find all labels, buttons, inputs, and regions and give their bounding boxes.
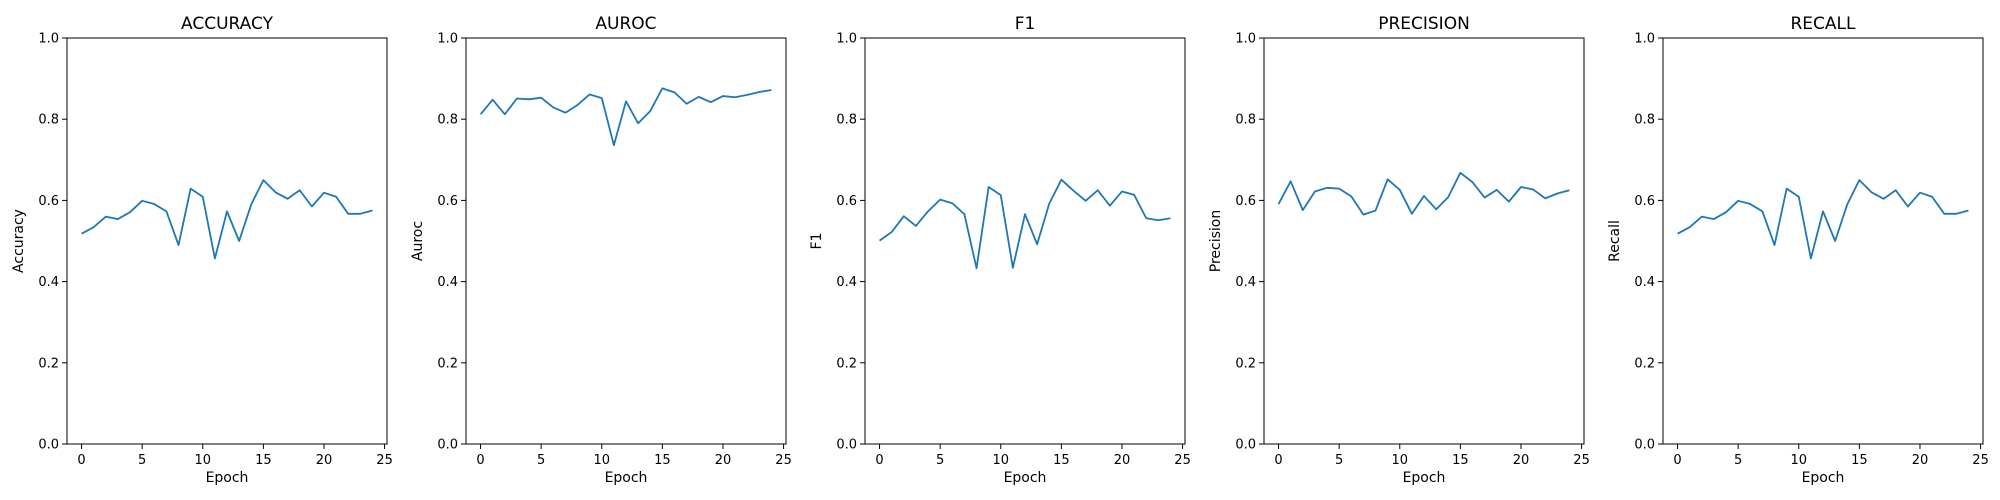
y-tick-label: 0.6 — [38, 194, 59, 209]
series-line — [1277, 171, 1570, 216]
y-tick-label: 0.0 — [38, 438, 59, 453]
series-line — [479, 87, 772, 147]
x-axis-label: Epoch — [1802, 470, 1845, 486]
x-tick-label: 25 — [775, 453, 792, 468]
chart-title: PRECISION — [1378, 14, 1470, 34]
x-axis-label: Epoch — [605, 470, 648, 486]
y-tick-label: 0.8 — [38, 113, 59, 128]
y-tick-label: 0.4 — [836, 275, 857, 290]
y-tick-label: 0.2 — [437, 356, 458, 371]
x-axis-label: Epoch — [206, 470, 249, 486]
x-tick-label: 15 — [1053, 453, 1070, 468]
x-tick-label: 10 — [593, 453, 610, 468]
x-axis-label: Epoch — [1004, 470, 1047, 486]
x-tick-label: 25 — [1174, 453, 1191, 468]
y-tick-label: 1.0 — [1235, 32, 1256, 47]
chart-panel-auroc: AUROC 0.0 0.2 0.4 0.6 0.8 1.0 0 5 10 15 20 25 Epoch Au… — [410, 14, 792, 486]
plot-area-frame — [1263, 37, 1585, 445]
x-tick-label: 25 — [1972, 453, 1989, 468]
chart-panel-precision: PRECISION 0.0 0.2 0.4 0.6 0.8 1.0 0 5 10 15 20 25 Epo… — [1208, 14, 1590, 486]
plot-area-frame — [864, 37, 1186, 445]
x-tick-label: 15 — [1851, 453, 1868, 468]
x-tick-label: 15 — [1452, 453, 1469, 468]
chart-title: AUROC — [595, 14, 656, 34]
y-tick-label: 0.0 — [1235, 438, 1256, 453]
x-tick-label: 10 — [992, 453, 1009, 468]
x-tick-label: 0 — [77, 453, 85, 468]
y-tick-label: 1.0 — [1634, 32, 1655, 47]
y-tick-label: 0.4 — [1235, 275, 1256, 290]
chart-panel-accuracy: ACCURACY 0.0 0.2 0.4 0.6 0.8 1.0 0 5 10 15 20 25 Epoc… — [11, 14, 393, 486]
plot-area-frame — [465, 37, 787, 445]
chart-panel-recall: RECALL 0.0 0.2 0.4 0.6 0.8 1.0 0 5 10 15 20 25 Epoch R… — [1607, 14, 1989, 486]
y-tick-label: 1.0 — [836, 32, 857, 47]
x-tick-label: 10 — [1790, 453, 1807, 468]
y-tick-label: 0.6 — [1634, 194, 1655, 209]
x-tick-label: 5 — [1734, 453, 1742, 468]
y-axis-label: F1 — [809, 233, 825, 250]
x-tick-label: 10 — [1391, 453, 1408, 468]
x-tick-label: 20 — [316, 453, 333, 468]
x-tick-label: 0 — [476, 453, 484, 468]
y-tick-label: 0.2 — [1634, 356, 1655, 371]
plot-area-frame — [66, 37, 388, 445]
y-tick-label: 1.0 — [437, 32, 458, 47]
x-tick-label: 20 — [1114, 453, 1131, 468]
y-tick-label: 0.4 — [437, 275, 458, 290]
y-tick-label: 0.2 — [1235, 356, 1256, 371]
x-tick-label: 15 — [255, 453, 272, 468]
x-tick-label: 20 — [1912, 453, 1929, 468]
series-line — [879, 178, 1171, 270]
chart-title: RECALL — [1791, 14, 1857, 34]
chart-panel-f1: F1 0.0 0.2 0.4 0.6 0.8 1.0 0 5 10 15 20 25 Epoch F1 — [809, 14, 1191, 486]
y-tick-label: 0.8 — [1634, 113, 1655, 128]
y-tick-label: 0.0 — [836, 438, 857, 453]
y-tick-label: 0.4 — [1634, 275, 1655, 290]
y-tick-label: 0.2 — [38, 356, 59, 371]
x-tick-label: 15 — [654, 453, 671, 468]
x-tick-label: 10 — [194, 453, 211, 468]
x-tick-label: 20 — [715, 453, 732, 468]
y-tick-label: 1.0 — [38, 32, 59, 47]
y-axis-label: Recall — [1607, 220, 1623, 262]
y-axis-label: Precision — [1208, 210, 1224, 272]
x-tick-label: 5 — [138, 453, 146, 468]
x-tick-label: 5 — [537, 453, 545, 468]
y-tick-label: 0.0 — [1634, 438, 1655, 453]
y-tick-label: 0.0 — [437, 438, 458, 453]
chart-title: F1 — [1015, 14, 1036, 34]
series-line — [1677, 179, 1969, 260]
y-axis-label: Accuracy — [11, 209, 27, 273]
x-tick-label: 0 — [1274, 453, 1282, 468]
y-tick-label: 0.4 — [38, 275, 59, 290]
y-axis-label: Auroc — [410, 221, 426, 261]
y-tick-label: 0.6 — [437, 194, 458, 209]
y-tick-label: 0.8 — [836, 113, 857, 128]
y-tick-label: 0.8 — [1235, 113, 1256, 128]
y-tick-label: 0.6 — [836, 194, 857, 209]
x-tick-label: 5 — [1335, 453, 1343, 468]
x-tick-label: 25 — [376, 453, 393, 468]
x-axis-label: Epoch — [1403, 470, 1446, 486]
plot-area-frame — [1662, 37, 1984, 445]
series-line — [81, 179, 373, 260]
x-tick-label: 0 — [1673, 453, 1681, 468]
y-tick-label: 0.2 — [836, 356, 857, 371]
y-tick-label: 0.8 — [437, 113, 458, 128]
x-tick-label: 5 — [936, 453, 944, 468]
x-tick-label: 20 — [1513, 453, 1530, 468]
chart-title: ACCURACY — [181, 14, 274, 34]
x-tick-label: 25 — [1573, 453, 1590, 468]
x-tick-label: 0 — [875, 453, 883, 468]
y-tick-label: 0.6 — [1235, 194, 1256, 209]
